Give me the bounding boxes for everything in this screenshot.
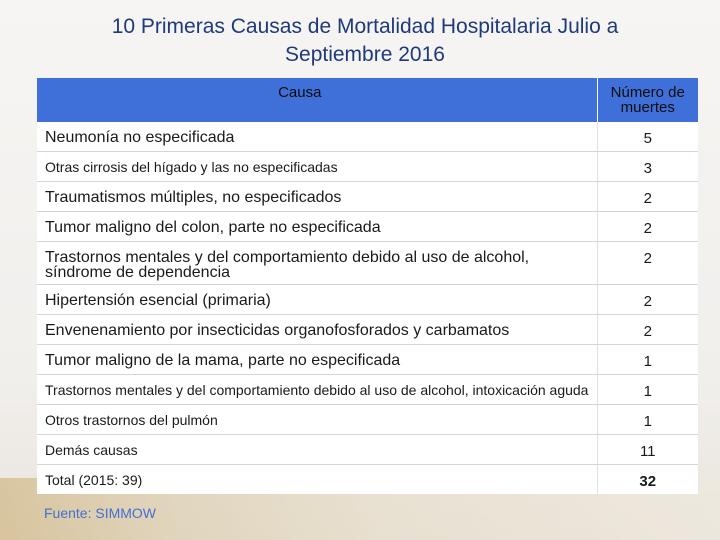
header-numero: Número de muertes (597, 78, 698, 122)
slide-title: 10 Primeras Causas de Mortalidad Hospita… (40, 13, 690, 69)
row-numero: 2 (597, 181, 698, 212)
row-causa: Tumor maligno del colon, parte no especi… (37, 211, 598, 242)
table-row: Traumatismos múltiples, no especificados… (37, 181, 698, 212)
row-causa: Otras cirrosis del hígado y las no espec… (37, 151, 598, 182)
table-row: Neumonía no especificada 5 (37, 122, 698, 152)
title-line-2: Septiembre 2016 (285, 43, 445, 66)
row-causa: Tumor maligno de la mama, parte no espec… (37, 344, 598, 375)
row-causa: Traumatismos múltiples, no especificados (37, 181, 598, 212)
table-row: Envenenamiento por insecticidas organofo… (37, 314, 698, 345)
table-row: Hipertensión esencial (primaria) 2 (37, 284, 698, 315)
row-numero: 1 (597, 344, 698, 375)
row-numero: 11 (597, 434, 698, 465)
row-numero: 3 (597, 151, 698, 182)
row-causa: Trastornos mentales y del comportamiento… (37, 374, 598, 405)
header-causa: Causa (37, 78, 598, 122)
row-causa: Trastornos mentales y del comportamiento… (37, 241, 598, 285)
table-row: Trastornos mentales y del comportamiento… (37, 241, 698, 285)
row-numero: 1 (597, 404, 698, 435)
title-line-1: 10 Primeras Causas de Mortalidad Hospita… (111, 15, 619, 38)
row-numero: 5 (597, 122, 698, 152)
row-numero: 2 (597, 284, 698, 315)
row-causa: Envenenamiento por insecticidas organofo… (37, 314, 598, 345)
mortality-table: Causa Número de muertes Neumonía no espe… (37, 78, 698, 494)
table-row: Tumor maligno del colon, parte no especi… (37, 211, 698, 242)
row-causa: Hipertensión esencial (primaria) (37, 284, 598, 315)
row-numero: 2 (597, 211, 698, 242)
total-causa: Total (2015: 39) (37, 464, 598, 494)
table-row-total: Total (2015: 39) 32 (37, 464, 698, 494)
table-row: Otras cirrosis del hígado y las no espec… (37, 151, 698, 182)
row-causa: Demás causas (37, 434, 598, 465)
row-causa: Neumonía no especificada (37, 122, 598, 152)
row-numero: 2 (597, 241, 698, 285)
source-note: Fuente: SIMMOW (44, 505, 157, 521)
table-header-row: Causa Número de muertes (37, 78, 698, 122)
total-numero: 32 (597, 464, 698, 494)
row-numero: 1 (597, 374, 698, 405)
row-causa: Otros trastornos del pulmón (37, 404, 598, 435)
table-row: Tumor maligno de la mama, parte no espec… (37, 344, 698, 375)
table-row: Trastornos mentales y del comportamiento… (37, 374, 698, 405)
table-row: Demás causas 11 (37, 434, 698, 465)
row-numero: 2 (597, 314, 698, 345)
table-row: Otros trastornos del pulmón 1 (37, 404, 698, 435)
